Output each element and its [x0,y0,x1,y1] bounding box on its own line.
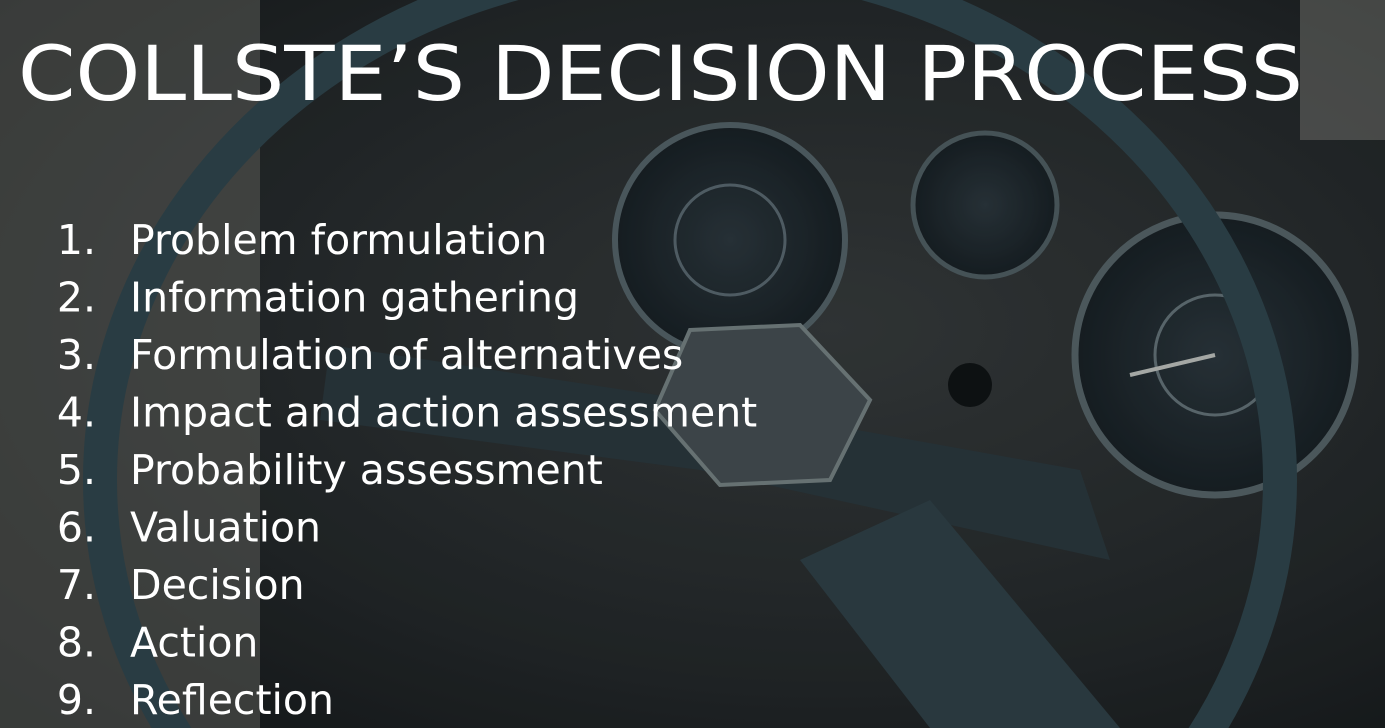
item-text: Impact and action assessment [130,389,757,437]
list-item: 3. Formulation of alternatives [57,331,683,379]
list-item: 5. Probability assessment [57,446,603,494]
list-item: 8. Action [57,619,259,667]
item-text: Formulation of alternatives [130,331,683,379]
list-item: 2. Information gathering [57,274,579,322]
list-item: 1. Problem formulation [57,216,547,264]
item-text: Valuation [130,504,321,552]
item-text: Decision [130,561,305,609]
item-number: 1. [57,216,96,264]
item-number: 6. [57,504,96,552]
numbered-list: 1. Problem formulation 2. Information gathe… [57,216,757,724]
list-item: 6. Valuation [57,504,321,552]
item-text: Probability assessment [130,446,603,494]
item-number: 9. [57,676,96,724]
item-number: 5. [57,446,96,494]
list-item: 7. Decision [57,561,305,609]
item-text: Problem formulation [130,216,547,264]
item-text: Information gathering [130,274,579,322]
item-number: 2. [57,274,96,322]
item-number: 3. [57,331,96,379]
list-item: 9. Reflection [57,676,334,724]
list-item: 4. Impact and action assessment [57,389,757,437]
slide-title: COLLSTE’S DECISION PROCESS [18,29,1303,118]
item-number: 7. [57,561,96,609]
item-text: Reflection [130,676,334,724]
item-text: Action [130,619,258,667]
item-number: 8. [57,619,96,667]
item-number: 4. [57,389,96,437]
